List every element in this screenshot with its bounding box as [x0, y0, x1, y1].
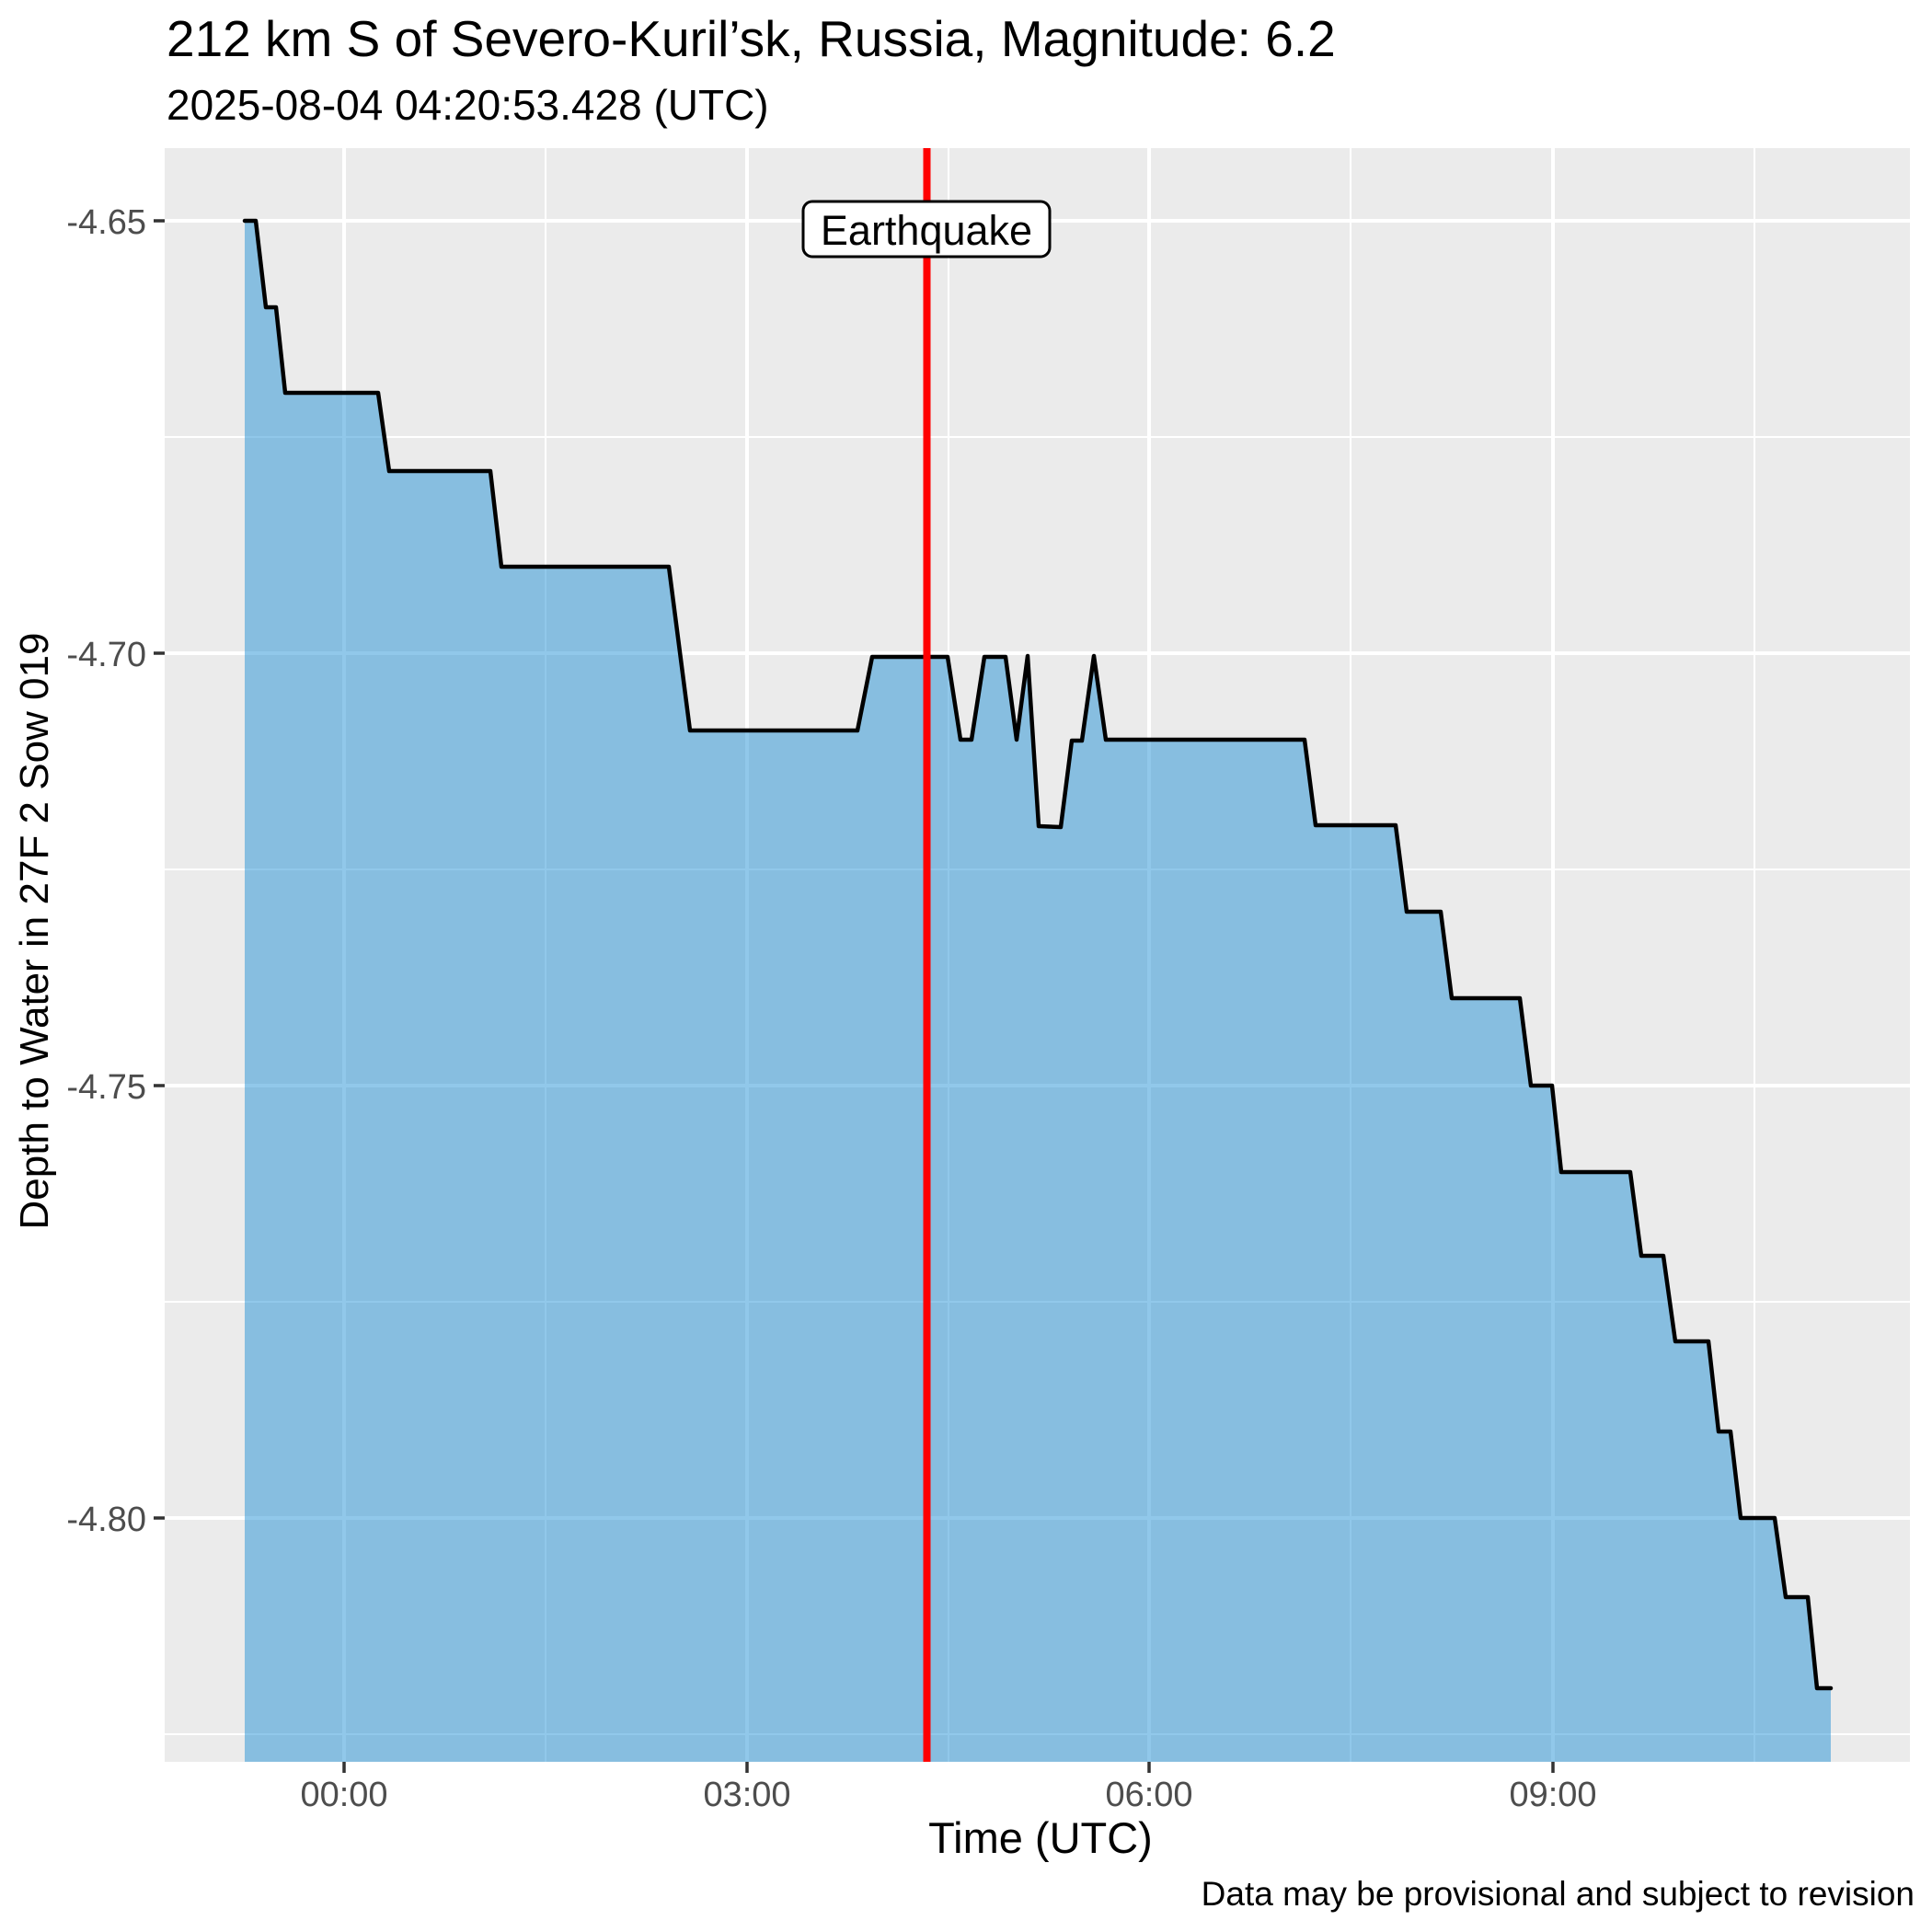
svg-text:06:00: 06:00	[1105, 1776, 1192, 1814]
svg-text:Depth to Water in 27F 2 Sow 01: Depth to Water in 27F 2 Sow 019	[12, 633, 57, 1230]
svg-text:-4.70: -4.70	[66, 636, 146, 674]
svg-text:-4.80: -4.80	[66, 1501, 146, 1539]
svg-text:-4.75: -4.75	[66, 1068, 146, 1107]
svg-text:09:00: 09:00	[1509, 1776, 1596, 1814]
svg-text:03:00: 03:00	[703, 1776, 790, 1814]
svg-text:Earthquake: Earthquake	[821, 207, 1032, 254]
svg-text:2025-08-04 04:20:53.428 (UTC): 2025-08-04 04:20:53.428 (UTC)	[167, 81, 769, 129]
svg-text:212 km S of Severo-Kuril’sk, R: 212 km S of Severo-Kuril’sk, Russia, Mag…	[167, 10, 1336, 67]
svg-text:Data may be provisional and su: Data may be provisional and subject to r…	[1202, 1875, 1915, 1913]
svg-text:Time (UTC): Time (UTC)	[928, 1813, 1153, 1862]
svg-text:-4.65: -4.65	[66, 203, 146, 242]
svg-text:00:00: 00:00	[300, 1776, 387, 1814]
